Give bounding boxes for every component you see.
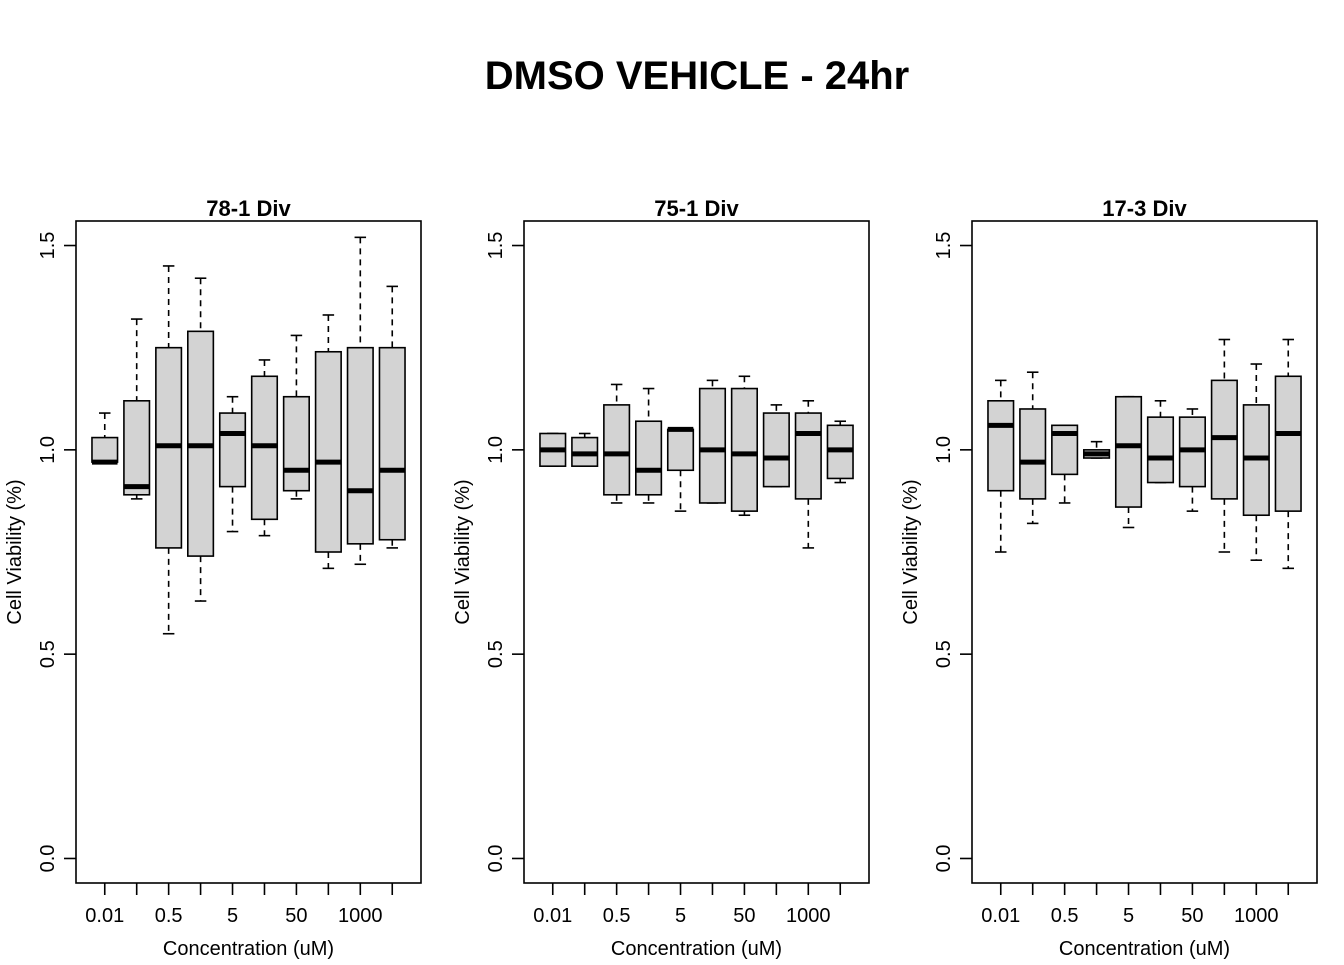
x-tick-label: 1000 — [786, 905, 831, 927]
x-tick-label: 0.01 — [981, 905, 1020, 927]
box — [794, 412, 822, 500]
box — [1274, 375, 1302, 512]
box — [314, 350, 342, 553]
panel-78-1-div: 78-1 Div Concentration (uM) Cell Viabili… — [4, 196, 422, 960]
panel-title: 75-1 Div — [654, 196, 739, 221]
x-tick-label: 5 — [227, 905, 238, 927]
figure-title: DMSO VEHICLE - 24hr — [485, 54, 910, 98]
box — [635, 420, 663, 496]
x-axis-label: Concentration (uM) — [611, 938, 782, 960]
x-tick-label: 5 — [1123, 905, 1134, 927]
panel-title: 17-3 Div — [1102, 196, 1187, 221]
y-tick-label: 0.5 — [37, 640, 59, 668]
box — [762, 412, 790, 488]
y-axis-label: Cell Viability (%) — [4, 479, 26, 624]
x-tick-label: 1000 — [338, 905, 383, 927]
box — [698, 387, 727, 504]
box — [282, 395, 310, 492]
y-tick-label: 1.0 — [933, 436, 955, 464]
box — [1146, 416, 1175, 484]
box — [218, 412, 247, 488]
panel-title: 78-1 Div — [206, 196, 291, 221]
panel-17-3-div: 17-3 Div Concentration (uM) Cell Viabili… — [900, 196, 1318, 960]
y-tick-label: 1.5 — [933, 232, 955, 260]
box — [666, 428, 695, 472]
x-tick-label: 50 — [733, 905, 755, 927]
x-tick-label: 0.5 — [603, 905, 631, 927]
y-tick-label: 1.0 — [485, 436, 507, 464]
box — [1019, 408, 1047, 500]
plot-frame — [75, 220, 422, 884]
y-tick-label: 1.0 — [37, 436, 59, 464]
panel-marks: 0.0 0.5 1.0 1.5 0.01 0.5 5 50 1000 — [933, 220, 1318, 927]
y-tick-label: 0.0 — [485, 845, 507, 873]
x-tick-label: 5 — [675, 905, 686, 927]
x-axis-label: Concentration (uM) — [163, 938, 334, 960]
x-tick-label: 0.5 — [155, 905, 183, 927]
panel-75-1-div: 75-1 Div Concentration (uM) Cell Viabili… — [452, 196, 870, 960]
box — [1114, 395, 1143, 508]
box — [346, 346, 374, 545]
x-tick-label: 50 — [285, 905, 307, 927]
x-tick-label: 0.01 — [533, 905, 572, 927]
y-tick-label: 0.5 — [933, 640, 955, 668]
y-tick-label: 1.5 — [37, 232, 59, 260]
panel-marks: 0.0 0.5 1.0 1.5 0.01 0.5 5 50 1000 — [37, 220, 422, 927]
plot-frame — [971, 220, 1318, 884]
box — [987, 400, 1015, 492]
x-tick-label: 0.01 — [85, 905, 124, 927]
box — [603, 404, 631, 496]
x-tick-label: 0.5 — [1051, 905, 1079, 927]
box — [378, 346, 406, 541]
y-axis-label: Cell Viability (%) — [900, 479, 922, 624]
panel-marks: 0.0 0.5 1.0 1.5 0.01 0.5 5 50 1000 — [485, 220, 870, 927]
x-tick-label: 1000 — [1234, 905, 1279, 927]
x-axis-label: Concentration (uM) — [1059, 938, 1230, 960]
y-tick-label: 1.5 — [485, 232, 507, 260]
box — [123, 400, 151, 496]
y-tick-label: 0.0 — [37, 845, 59, 873]
box — [91, 436, 119, 463]
y-tick-label: 0.0 — [933, 845, 955, 873]
y-axis-label: Cell Viability (%) — [452, 479, 474, 624]
plot-frame — [523, 220, 870, 884]
y-tick-label: 0.5 — [485, 640, 507, 668]
x-tick-label: 50 — [1181, 905, 1203, 927]
box — [730, 387, 758, 512]
